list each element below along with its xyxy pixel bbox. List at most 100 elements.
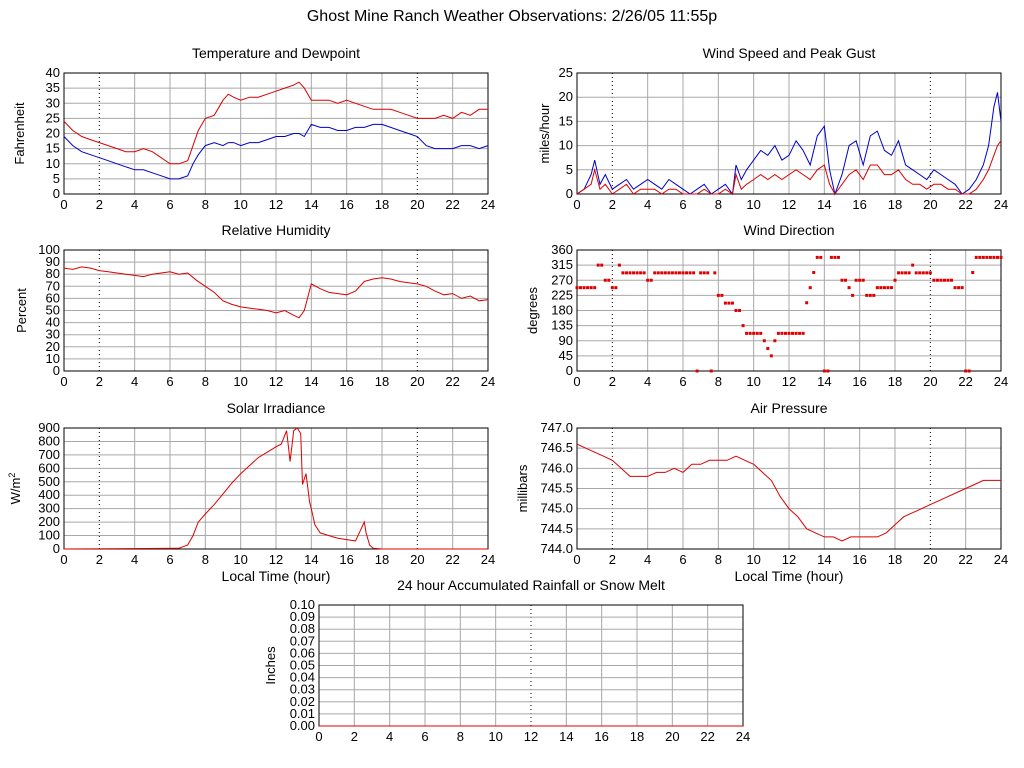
wdir-point — [706, 271, 710, 275]
wdir-point — [780, 331, 784, 335]
wdir-point — [900, 271, 904, 275]
x-tick-label: 16 — [339, 552, 353, 567]
y-tick-label: 5 — [53, 171, 60, 186]
wdir-point — [702, 271, 706, 275]
x-tick-label: 6 — [421, 729, 428, 744]
wdir-point — [685, 271, 689, 275]
wdir-point — [755, 331, 759, 335]
y-tick-label: 90 — [559, 333, 573, 348]
wdir-point — [992, 255, 996, 259]
wdir-point — [663, 271, 667, 275]
y-tick-label: 20 — [46, 339, 60, 354]
wdir-point — [865, 293, 869, 297]
wdir-point — [932, 278, 936, 282]
y-tick-label: 0.00 — [290, 718, 315, 733]
x-tick-label: 8 — [715, 374, 722, 389]
wdir-point — [819, 255, 823, 259]
x-tick-label: 22 — [958, 197, 972, 212]
wdir-point — [596, 263, 600, 267]
y-tick-label: 745.5 — [540, 481, 573, 496]
x-tick-label: 20 — [665, 729, 679, 744]
y-tick-label: 700 — [38, 447, 60, 462]
x-tick-label: 8 — [715, 197, 722, 212]
wdir-point — [677, 271, 681, 275]
wdir-point — [646, 278, 650, 282]
y-tick-label: 100 — [38, 528, 60, 543]
wdir-point — [699, 271, 703, 275]
rain-ylabel: Inches — [263, 646, 278, 685]
x-tick-label: 16 — [852, 552, 866, 567]
y-tick-label: 0 — [566, 363, 573, 378]
wdir-point — [978, 255, 982, 259]
x-tick-label: 22 — [700, 729, 714, 744]
y-tick-label: 5 — [566, 162, 573, 177]
x-tick-label: 18 — [888, 552, 902, 567]
x-tick-label: 6 — [166, 197, 173, 212]
y-tick-label: 0.07 — [290, 633, 315, 648]
x-tick-label: 10 — [746, 197, 760, 212]
wdir-point — [773, 339, 777, 343]
wdir-point — [660, 271, 664, 275]
x-tick-label: 2 — [96, 197, 103, 212]
wdir-point — [791, 331, 795, 335]
y-tick-label: 0.04 — [290, 670, 315, 685]
x-tick-label: 6 — [166, 374, 173, 389]
wdir-point — [617, 263, 621, 267]
x-tick-label: 14 — [817, 552, 831, 567]
wdir-point — [769, 354, 773, 358]
wdir-point — [904, 271, 908, 275]
wdir-point — [988, 255, 992, 259]
y-tick-label: 135 — [551, 318, 573, 333]
solar-title: Solar Irradiance — [227, 400, 326, 416]
temp-frame — [63, 72, 489, 195]
wdir-point — [872, 293, 876, 297]
x-tick-label: 20 — [923, 197, 937, 212]
rh-ylabel: Percent — [14, 288, 29, 333]
y-tick-label: 40 — [46, 315, 60, 330]
wdir-point — [603, 278, 607, 282]
x-tick-label: 2 — [96, 552, 103, 567]
x-tick-label: 8 — [457, 729, 464, 744]
wdir-point — [851, 293, 855, 297]
wdir-point — [844, 278, 848, 282]
wdir-frame — [576, 249, 1002, 372]
wdir-point — [674, 271, 678, 275]
x-tick-label: 20 — [410, 197, 424, 212]
wdir-point — [670, 271, 674, 275]
x-tick-label: 24 — [481, 552, 495, 567]
x-tick-label: 0 — [315, 729, 322, 744]
y-tick-label: 800 — [38, 433, 60, 448]
wdir-point — [918, 271, 922, 275]
wdir-point — [639, 271, 643, 275]
wdir-point — [738, 309, 742, 312]
wdir-point — [759, 331, 763, 335]
x-tick-label: 16 — [852, 374, 866, 389]
wdir-point — [925, 271, 929, 275]
x-tick-label: 12 — [782, 197, 796, 212]
y-tick-label: 35 — [46, 80, 60, 95]
wdir-point — [653, 271, 657, 275]
wdir-point — [840, 278, 844, 282]
x-tick-label: 16 — [339, 197, 353, 212]
wdir-point — [974, 255, 978, 259]
wdir-point — [897, 271, 901, 275]
wind-title: Wind Speed and Peak Gust — [703, 45, 876, 61]
y-tick-label: 45 — [559, 348, 573, 363]
wdir-point — [836, 255, 840, 259]
temp-series-blue — [63, 123, 489, 180]
wdir-point — [720, 293, 724, 297]
wdir-point — [586, 286, 590, 290]
solar-series-red — [63, 427, 488, 550]
y-tick-label: 10 — [559, 138, 573, 153]
x-tick-label: 22 — [958, 552, 972, 567]
wdir-point — [688, 271, 692, 275]
x-tick-label: 2 — [351, 729, 358, 744]
x-tick-label: 8 — [202, 552, 209, 567]
wdir-point — [879, 286, 883, 290]
y-tick-label: 0 — [53, 186, 60, 201]
wdir-point — [589, 286, 593, 290]
x-tick-label: 10 — [233, 374, 247, 389]
wdir-point — [812, 271, 816, 275]
wind-ylabel: miles/hour — [537, 103, 552, 164]
wdir-point — [950, 278, 954, 282]
